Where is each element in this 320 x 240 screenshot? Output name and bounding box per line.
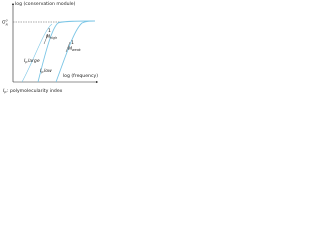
index-text: large xyxy=(28,58,40,64)
x-axis-label: log (frequency) xyxy=(63,73,98,79)
mass-symbol: M xyxy=(46,34,50,40)
plateau-symbol: G xyxy=(2,20,6,26)
index-symbol: I xyxy=(24,58,26,64)
index-label: Iplarge xyxy=(24,58,40,64)
index-label: Iplow xyxy=(40,68,52,74)
curve-weak xyxy=(55,20,96,83)
y-axis-label: log (conservation module) xyxy=(15,1,76,7)
plateau-label: G0 N xyxy=(2,19,9,27)
plateau-sub: N xyxy=(6,23,9,27)
slope-label: 1 xyxy=(71,40,74,46)
mass-sub: high xyxy=(50,36,57,40)
curve-high xyxy=(37,20,96,83)
mass-label: Mhigh xyxy=(46,34,57,40)
legend-symbol: I xyxy=(3,88,5,94)
slope-mark xyxy=(43,33,49,45)
curve-broad xyxy=(21,23,53,83)
diagram: log (conservation module) log (frequency… xyxy=(2,1,98,94)
mass-label: Mweak xyxy=(68,46,82,52)
plateau-sup: 0 xyxy=(6,19,8,23)
page: {"axes": {"y_label": "log (conservation … xyxy=(0,0,320,100)
mass-sub: weak xyxy=(72,48,82,52)
legend-note: Ip: polymolecularity index xyxy=(3,88,63,94)
legend-sub: p xyxy=(3,90,6,94)
mass-symbol: M xyxy=(68,46,72,52)
index-sub: p xyxy=(24,60,27,64)
index-sub: p xyxy=(40,70,43,74)
index-symbol: I xyxy=(40,68,42,74)
index-text: low xyxy=(44,68,52,74)
slope-label: 1 xyxy=(48,28,51,34)
slope-mark xyxy=(65,41,71,53)
legend-text: : polymolecularity index xyxy=(7,88,63,94)
